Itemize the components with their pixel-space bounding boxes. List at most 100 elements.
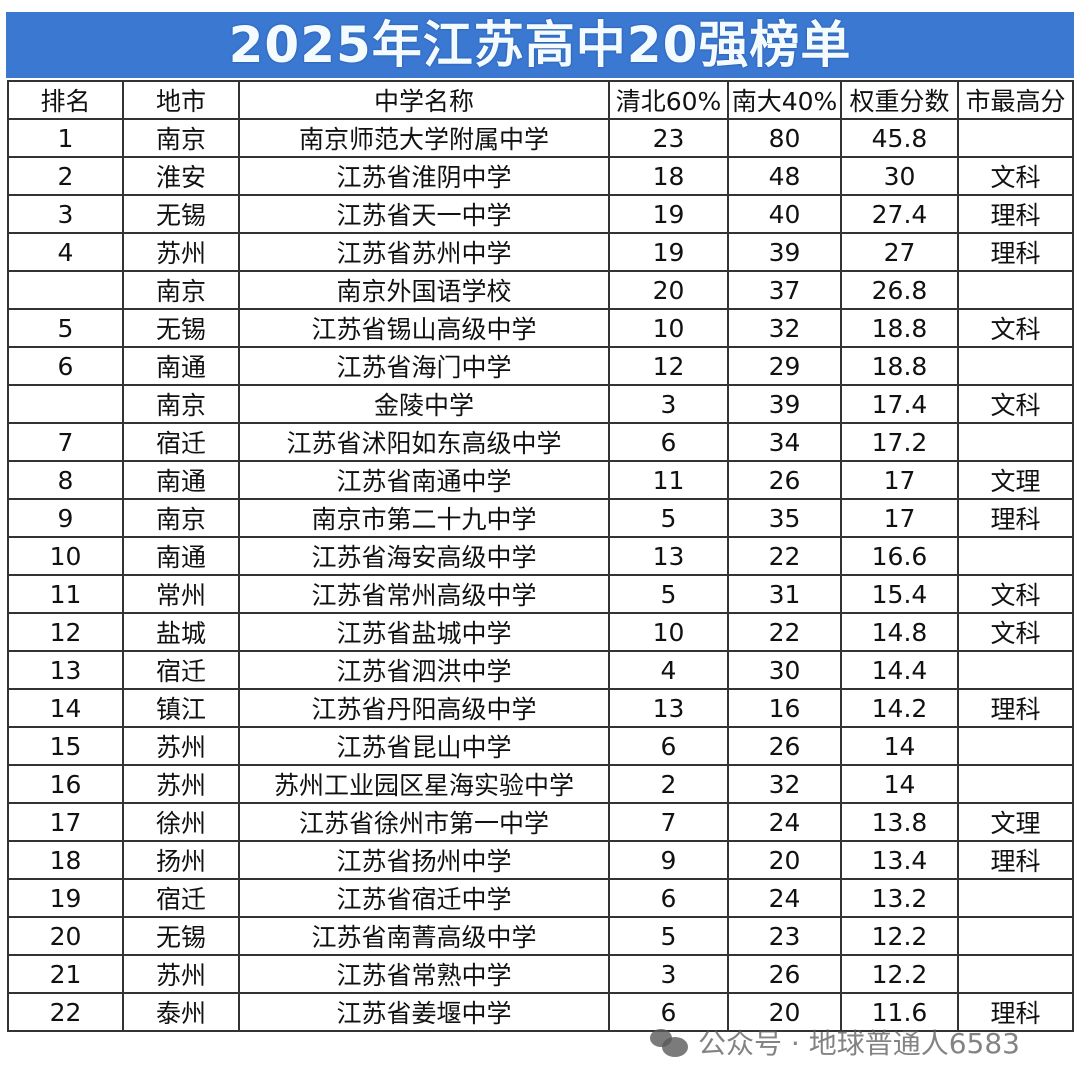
table-cell: 南京市第二十九中学 [238,498,610,538]
table-cell: 江苏省徐州市第一中学 [238,802,610,842]
table-cell: 南京 [122,384,240,424]
table-cell: 南通 [122,346,240,386]
table-cell: 22 [7,992,124,1032]
table-cell: 6 [608,422,729,462]
table-cell: 22 [727,612,842,652]
column-header: 排名 [7,80,124,120]
table-cell: 文科 [957,612,1074,652]
table-cell: 江苏省海门中学 [238,346,610,386]
table-cell: 江苏省淮阴中学 [238,156,610,196]
table-cell: 6 [608,878,729,918]
table-cell: 江苏省常熟中学 [238,954,610,994]
table-cell: 江苏省沭阳如东高级中学 [238,422,610,462]
table-cell: 2 [608,764,729,804]
table-cell: 6 [608,992,729,1032]
page-title: 2025年江苏高中20强榜单 [6,12,1074,78]
table-cell: 8 [7,460,124,500]
table-cell [957,536,1074,576]
table-cell: 江苏省姜堰中学 [238,992,610,1032]
table-cell: 10 [7,536,124,576]
table-cell: 南京 [122,118,240,158]
table-row: 南京 金陵中学 3 39 17.4 文科 [7,384,1074,424]
table-row: 21 苏州 江苏省常熟中学 3 26 12.2 [7,954,1074,994]
table-cell: 盐城 [122,612,240,652]
table-cell: 26 [727,954,842,994]
table-cell [957,954,1074,994]
table-cell: 19 [608,194,729,234]
table-row: 5 无锡 江苏省锡山高级中学 10 32 18.8 文科 [7,308,1074,348]
table-row: 20 无锡 江苏省南菁高级中学 5 23 12.2 [7,916,1074,956]
table-cell: 5 [608,498,729,538]
table-cell: 16 [7,764,124,804]
table-cell: 理科 [957,498,1074,538]
table-cell: 27 [840,232,959,272]
watermark-text: 公众号 · 地球普通人6583 [698,1027,1020,1060]
table-cell [957,726,1074,766]
table-cell: 3 [7,194,124,234]
table-cell: 江苏省扬州中学 [238,840,610,880]
column-header: 中学名称 [238,80,610,120]
table-cell: 39 [727,384,842,424]
table-cell: 14 [7,688,124,728]
table-cell: 9 [7,498,124,538]
table-cell: 常州 [122,574,240,614]
table-cell: 宿迁 [122,878,240,918]
table-cell: 45.8 [840,118,959,158]
table-cell: 宿迁 [122,650,240,690]
table-cell: 江苏省泗洪中学 [238,650,610,690]
table-cell: 2 [7,156,124,196]
table-cell [957,346,1074,386]
table-cell: 3 [608,384,729,424]
table-cell: 31 [727,574,842,614]
table-row: 19 宿迁 江苏省宿迁中学 6 24 13.2 [7,878,1074,918]
table-row: 12 盐城 江苏省盐城中学 10 22 14.8 文科 [7,612,1074,652]
table-cell: 江苏省丹阳高级中学 [238,688,610,728]
table-cell: 15.4 [840,574,959,614]
table-cell: 23 [727,916,842,956]
table-cell: 5 [608,916,729,956]
table-cell: 16.6 [840,536,959,576]
table-cell: 淮安 [122,156,240,196]
column-header: 市最高分 [957,80,1074,120]
table-cell: 理科 [957,840,1074,880]
table-cell [957,422,1074,462]
table-row: 13 宿迁 江苏省泗洪中学 4 30 14.4 [7,650,1074,690]
table-cell: 7 [7,422,124,462]
table-cell: 泰州 [122,992,240,1032]
table-cell: 17 [840,460,959,500]
table-cell: 22 [727,536,842,576]
table-cell: 11.6 [840,992,959,1032]
table-cell: 11 [608,460,729,500]
table-cell: 35 [727,498,842,538]
table-cell [957,878,1074,918]
table-cell: 文科 [957,308,1074,348]
table-cell: 文理 [957,460,1074,500]
table-cell: 13.2 [840,878,959,918]
table-cell: 12.2 [840,954,959,994]
table-cell: 江苏省锡山高级中学 [238,308,610,348]
table-cell: 6 [7,346,124,386]
table-cell [7,270,124,310]
table-cell: 17 [840,498,959,538]
table-row: 南京 南京外国语学校 20 37 26.8 [7,270,1074,310]
table-cell [957,118,1074,158]
table-cell: 江苏省常州高级中学 [238,574,610,614]
table-cell: 18 [608,156,729,196]
table-cell: 无锡 [122,916,240,956]
table-cell: 徐州 [122,802,240,842]
watermark: 公众号 · 地球普通人6583 [650,1022,1020,1062]
table-cell: 苏州 [122,764,240,804]
table-cell: 13 [608,536,729,576]
table-row: 4 苏州 江苏省苏州中学 19 39 27 理科 [7,232,1074,272]
table-cell: 12 [7,612,124,652]
table-cell: 13 [7,650,124,690]
table-cell: 20 [608,270,729,310]
table-cell: 80 [727,118,842,158]
table-cell: 理科 [957,194,1074,234]
table-row: 22 泰州 江苏省姜堰中学 6 20 11.6 理科 [7,992,1074,1032]
table-cell: 26 [727,726,842,766]
table-cell: 无锡 [122,308,240,348]
table-cell [7,384,124,424]
table-cell: 39 [727,232,842,272]
table-cell: 24 [727,878,842,918]
